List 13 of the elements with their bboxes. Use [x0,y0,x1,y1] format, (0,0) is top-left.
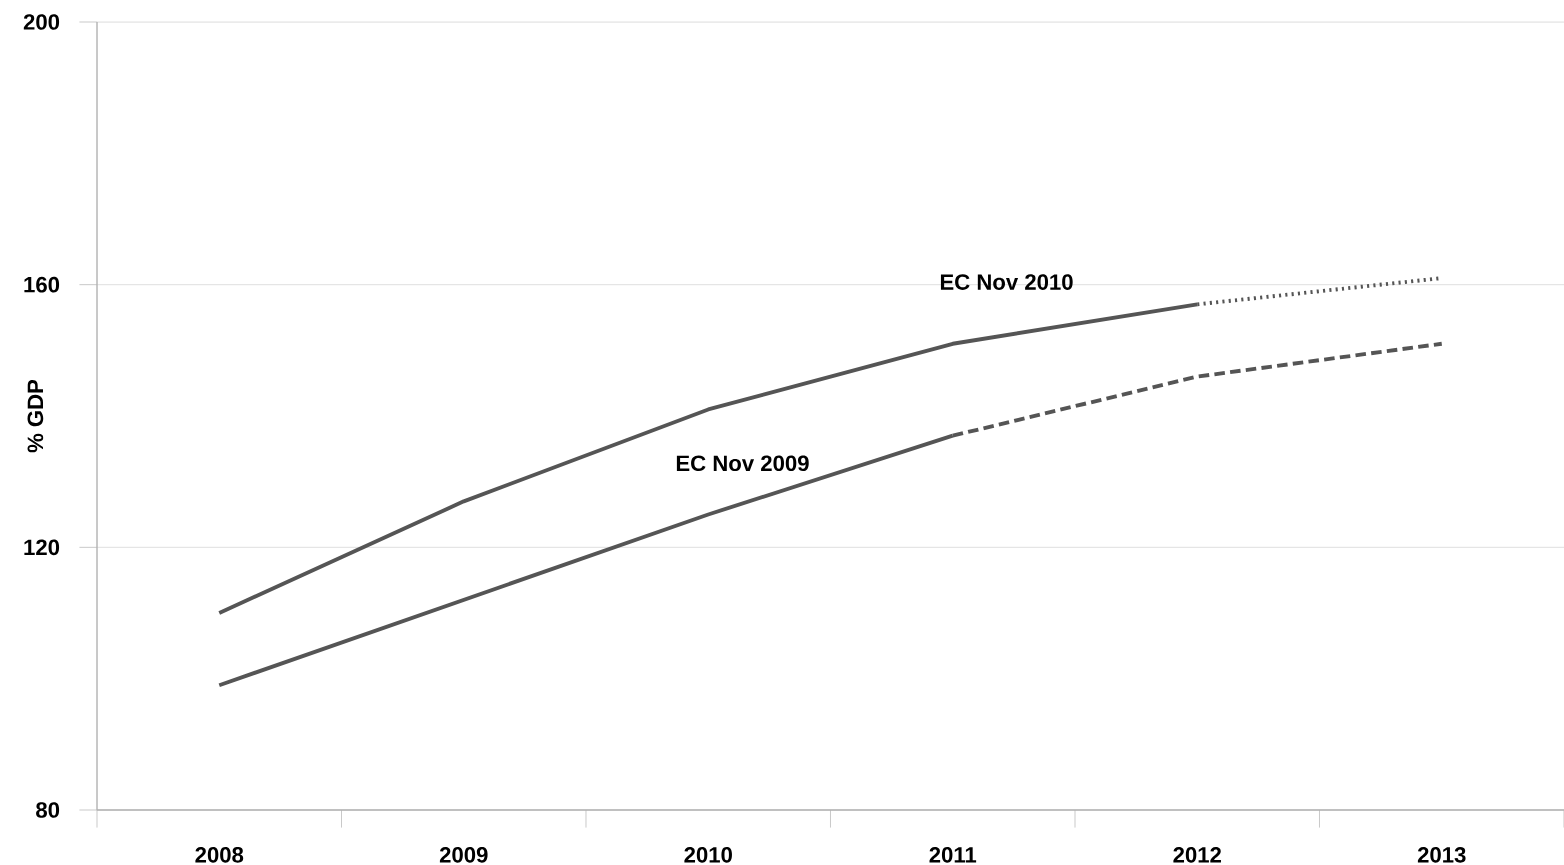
y-tick-label: 120 [24,539,60,556]
annotation: EC Nov 2009 [676,455,809,472]
annotation: EC Nov 2010 [940,274,1073,290]
y-axis-title: % GDP [27,379,44,453]
x-tick-label: 2012 [1173,846,1221,863]
x-tick-label: 2013 [1417,846,1466,863]
y-tick-label: 80 [36,802,60,818]
x-tick-label: 2009 [439,846,488,863]
x-tick-label: 2008 [195,846,244,863]
x-tick-label: 2010 [684,846,732,863]
y-tick-label: 200 [23,14,60,30]
y-tick-label: 160 [24,276,60,293]
x-tick-label: 2011 [929,846,977,863]
